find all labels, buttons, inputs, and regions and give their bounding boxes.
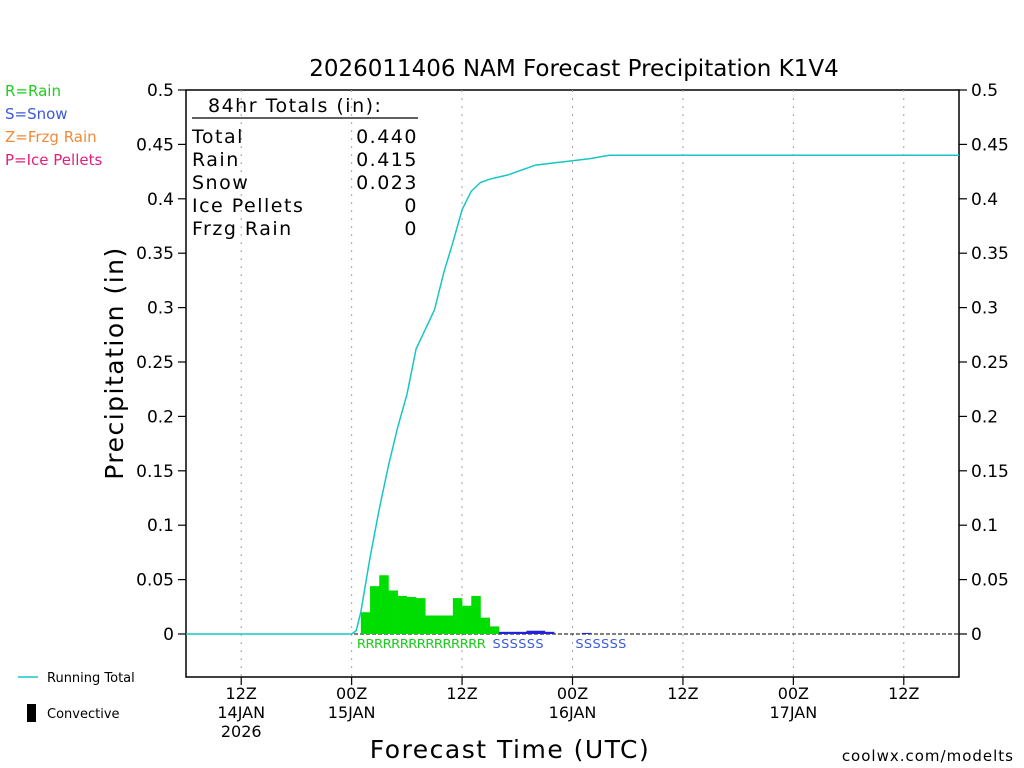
x-tick-label: 12Z (446, 684, 477, 703)
y-axis-left: 0 0.05 0.1 0.15 0.2 0.25 0.3 0.35 0.4 0.45 0.5 (136, 81, 186, 645)
snow-bar (526, 630, 536, 634)
y-tick-label: 0 (163, 625, 174, 645)
precip-type-strip: RRRRRRRRRRRRRRR SSSSSS SSSSSS (357, 637, 626, 651)
snow-bar (498, 631, 509, 634)
rain-bar (462, 605, 472, 634)
y-tick-label: 0.45 (971, 135, 1009, 155)
precip-type-legend: R=Rain S=Snow Z=Frzg Rain P=Ice Pellets (5, 82, 102, 169)
totals-row-value: 0.440 (356, 126, 418, 148)
x-tick-label: 12Z (888, 684, 919, 703)
rain-bar (406, 597, 417, 634)
x-tick-label: 00Z (778, 684, 809, 703)
rain-bar (452, 598, 463, 634)
rain-bar (388, 590, 398, 634)
precip-type-legend-item: R=Rain (5, 82, 61, 100)
precip-type-letters: RRRRRRRRRRRRRRR (357, 637, 486, 651)
y-tick-label: 0.5 (971, 81, 998, 101)
y-tick-label: 0.15 (971, 462, 1009, 482)
rain-bar (489, 626, 500, 634)
vertical-gridlines (240, 90, 905, 677)
y-tick-label: 0.45 (136, 135, 174, 155)
x-tick-label: 00Z (557, 684, 588, 703)
convective-swatch (27, 704, 36, 722)
totals-row-value: 0 (404, 195, 418, 217)
rain-bar (471, 595, 481, 634)
y-tick-label: 0.25 (971, 353, 1009, 373)
y-tick-label: 0.25 (136, 353, 174, 373)
y-tick-label: 0.35 (971, 244, 1009, 264)
precip-type-legend-item: P=Ice Pellets (5, 151, 102, 169)
y-tick-label: 0 (971, 625, 982, 645)
totals-row-label: Snow (192, 172, 249, 194)
y-tick-label: 0.2 (147, 407, 174, 427)
y-tick-label: 0.15 (136, 462, 174, 482)
hourly-precip-bars (360, 575, 592, 634)
rain-bar (443, 615, 454, 634)
totals-row-value: 0.415 (356, 149, 418, 171)
x-axis-label: Forecast Time (UTC) (370, 735, 650, 764)
y-axis-label: Precipitation (in) (100, 246, 129, 480)
precip-type-legend-item: S=Snow (5, 105, 68, 123)
precip-type-legend-item: Z=Frzg Rain (5, 128, 97, 146)
totals-row-label: Frzg Rain (192, 218, 293, 240)
y-axis-right: 0 0.05 0.1 0.15 0.2 0.25 0.3 0.35 0.4 0.45 0.5 (959, 81, 1009, 645)
rain-bar (360, 612, 371, 634)
x-tick-label: 17JAN (769, 703, 817, 722)
x-tick-label: 12Z (667, 684, 698, 703)
totals-header: 84hr Totals (in): (208, 95, 382, 117)
x-tick-label: 14JAN (217, 703, 265, 722)
snow-bar (508, 631, 518, 634)
y-tick-label: 0.1 (971, 516, 998, 536)
totals-row-label: Ice Pellets (192, 195, 304, 217)
y-tick-label: 0.3 (971, 299, 998, 319)
totals-box: 84hr Totals (in): Total 0.440 Rain 0.415 Sno… (191, 95, 418, 240)
y-tick-label: 0.35 (136, 244, 174, 264)
snow-bar (581, 632, 592, 634)
rain-bar (480, 617, 490, 634)
rain-bar (425, 615, 435, 634)
convective-legend-label: Convective (47, 707, 120, 722)
totals-row-label: Total (191, 126, 244, 148)
y-tick-label: 0.5 (147, 81, 174, 101)
totals-row-value: 0.023 (356, 172, 418, 194)
x-tick-label: 2026 (221, 722, 262, 741)
x-tick-label: 15JAN (328, 703, 376, 722)
snow-bar (535, 630, 546, 634)
snow-bar (517, 631, 527, 634)
totals-row-value: 0 (404, 218, 418, 240)
y-tick-label: 0.4 (147, 190, 174, 210)
rain-bar (416, 598, 426, 634)
y-tick-label: 0.3 (147, 299, 174, 319)
rain-bar (397, 595, 408, 634)
rain-bar (434, 615, 444, 634)
x-tick-label: 12Z (226, 684, 257, 703)
y-tick-label: 0.05 (136, 571, 174, 591)
y-tick-label: 0.1 (147, 516, 174, 536)
totals-row-label: Rain (192, 149, 240, 171)
x-tick-label: 00Z (336, 684, 367, 703)
running-total-line (186, 154, 959, 635)
precip-type-letters: SSSSSS (575, 637, 626, 651)
rain-bar (370, 586, 380, 634)
snow-bar (544, 631, 555, 634)
x-tick-label: 16JAN (549, 703, 597, 722)
site-credit: coolwx.com/modelts (842, 747, 1014, 765)
y-tick-label: 0.2 (971, 407, 998, 427)
y-tick-label: 0.4 (971, 190, 998, 210)
precip-type-letters: SSSSSS (492, 637, 543, 651)
rain-bar (379, 575, 389, 634)
chart-title: 2026011406 NAM Forecast Precipitation K1… (309, 56, 839, 82)
y-tick-label: 0.05 (971, 571, 1009, 591)
running-total-legend-label: Running Total (47, 671, 135, 686)
